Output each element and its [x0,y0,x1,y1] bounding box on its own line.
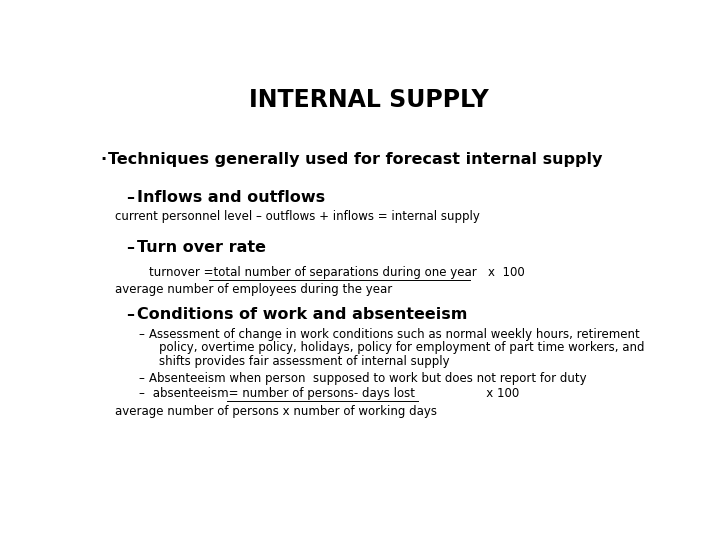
Text: absenteeism= number of persons- days lost                   x 100: absenteeism= number of persons- days los… [148,387,519,400]
Text: Techniques generally used for forecast internal supply: Techniques generally used for forecast i… [108,152,602,167]
Text: policy, overtime policy, holidays, policy for employment of part time workers, a: policy, overtime policy, holidays, polic… [158,341,644,354]
Text: –: – [138,387,145,400]
Text: ·: · [100,152,106,167]
Text: shifts provides fair assessment of internal supply: shifts provides fair assessment of inter… [158,355,449,368]
Text: Assessment of change in work conditions such as normal weekly hours, retirement: Assessment of change in work conditions … [148,328,639,341]
Text: –: – [126,190,134,205]
Text: turnover =total number of separations during one year   x  100: turnover =total number of separations du… [148,266,524,280]
Text: Inflows and outflows: Inflows and outflows [138,190,325,205]
Text: average number of employees during the year: average number of employees during the y… [115,283,392,296]
Text: –: – [126,240,134,255]
Text: –: – [126,307,134,322]
Text: current personnel level – outflows + inflows = internal supply: current personnel level – outflows + inf… [115,210,480,224]
Text: Conditions of work and absenteeism: Conditions of work and absenteeism [138,307,468,322]
Text: Turn over rate: Turn over rate [138,240,266,255]
Text: INTERNAL SUPPLY: INTERNAL SUPPLY [249,87,489,112]
Text: Absenteeism when person  supposed to work but does not report for duty: Absenteeism when person supposed to work… [148,372,586,384]
Text: –: – [138,328,145,341]
Text: average number of persons x number of working days: average number of persons x number of wo… [115,405,437,418]
Text: –: – [138,372,145,384]
